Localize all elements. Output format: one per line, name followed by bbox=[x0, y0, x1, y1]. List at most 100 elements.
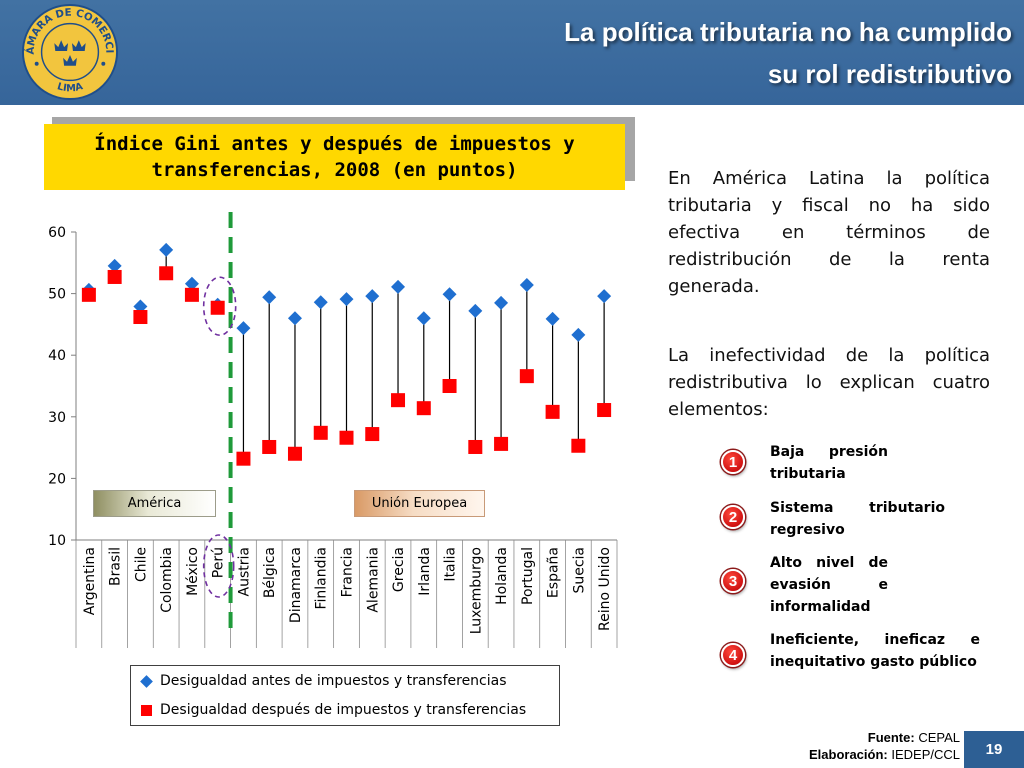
point-despues bbox=[313, 425, 328, 440]
y-tick-label: 20 bbox=[48, 471, 66, 487]
y-tick-label: 10 bbox=[48, 533, 66, 549]
point-despues bbox=[236, 451, 251, 466]
legend-label-antes: Desigualdad antes de impuestos y transfe… bbox=[160, 673, 507, 689]
point-despues bbox=[133, 310, 148, 325]
point-despues bbox=[365, 427, 380, 442]
highlight-points-ellipse bbox=[202, 276, 237, 337]
point-despues bbox=[184, 287, 199, 302]
category-label: Italia bbox=[443, 547, 459, 582]
point-antes bbox=[494, 295, 509, 310]
point-antes bbox=[391, 279, 406, 294]
point-antes bbox=[442, 287, 457, 302]
legend-diamond-marker bbox=[137, 674, 155, 688]
group-label-america: América bbox=[93, 490, 216, 517]
category-label: Bélgica bbox=[262, 547, 278, 598]
point-despues bbox=[287, 446, 302, 461]
point-antes bbox=[597, 289, 612, 304]
point-despues bbox=[597, 403, 612, 418]
element-3-label: Alto nivel de evasión e informalidad bbox=[770, 555, 888, 615]
category-label: Grecia bbox=[391, 547, 407, 592]
category-label: Holanda bbox=[494, 547, 510, 605]
point-despues bbox=[339, 430, 354, 445]
element-1-label: Baja presión tributaria bbox=[770, 444, 888, 482]
legend-item-antes: Desigualdad antes de impuestos y transfe… bbox=[137, 671, 507, 691]
footer-made-by-label: Elaboración: bbox=[808, 747, 888, 762]
y-tick-label: 40 bbox=[48, 348, 66, 364]
point-despues bbox=[159, 266, 174, 281]
square-icon bbox=[140, 704, 152, 716]
point-antes bbox=[184, 276, 199, 291]
point-despues bbox=[391, 393, 406, 408]
category-label: Austria bbox=[236, 547, 252, 596]
slide-title: La política tributaria no ha cumplido su… bbox=[564, 11, 1012, 95]
category-label: Reino Unido bbox=[597, 547, 613, 631]
point-antes bbox=[571, 327, 586, 342]
group-label-eu-text: Unión Europea bbox=[371, 496, 468, 511]
point-despues bbox=[494, 436, 509, 451]
chart-title-box: Índice Gini antes y después de impuestos… bbox=[44, 124, 625, 190]
point-despues bbox=[545, 404, 560, 419]
paragraph-1: En América Latina la política tributaria… bbox=[668, 168, 990, 297]
element-4-label: Ineficiente, ineficaz e inequitativo gas… bbox=[770, 632, 980, 670]
category-label: Suecia bbox=[571, 547, 587, 594]
footer-source: Fuente: CEPAL bbox=[809, 729, 960, 746]
category-label: Dinamarca bbox=[288, 547, 304, 623]
point-antes bbox=[339, 292, 354, 307]
y-tick-label: 50 bbox=[48, 287, 66, 303]
category-label: Chile bbox=[133, 547, 149, 582]
point-antes bbox=[313, 295, 328, 310]
point-despues bbox=[442, 379, 457, 393]
logo-text-bottom: LIMA bbox=[56, 81, 85, 94]
number-badge-3: 3 bbox=[721, 569, 745, 593]
point-antes bbox=[416, 311, 431, 326]
category-label: España bbox=[546, 547, 562, 598]
chart-legend: Desigualdad antes de impuestos y transfe… bbox=[130, 665, 560, 726]
footer-made-by: Elaboración: IEDEP/CCL bbox=[809, 746, 960, 763]
category-label: Finlandia bbox=[314, 547, 330, 610]
slide-title-line-2: su rol redistributivo bbox=[767, 59, 1012, 89]
point-antes bbox=[287, 311, 302, 326]
legend-square-marker bbox=[137, 703, 155, 717]
point-despues bbox=[107, 269, 122, 284]
category-label: Perú bbox=[211, 547, 227, 578]
number-badge-2: 2 bbox=[721, 505, 745, 529]
highlight-label-ellipse bbox=[202, 534, 235, 598]
category-label: Brasil bbox=[108, 547, 124, 586]
category-label: Alemania bbox=[365, 547, 381, 613]
chart-plot-layer: 10 20 30 40 50 60 Argentina Brasil Chile Colombia… bbox=[48, 225, 618, 648]
element-2-label: Sistema tributario regresivo bbox=[770, 500, 945, 538]
point-antes bbox=[468, 303, 483, 318]
three-crowns-icon bbox=[54, 40, 86, 66]
paragraph-2: La inefectividad de la política redistri… bbox=[668, 345, 990, 420]
diamond-icon bbox=[139, 674, 153, 688]
gini-chart: 10 20 30 40 50 60 Argentina Brasil Chile Colombia… bbox=[48, 212, 618, 648]
point-antes bbox=[236, 321, 251, 336]
group-label-union-europea: Unión Europea bbox=[354, 490, 485, 517]
point-despues bbox=[571, 438, 586, 453]
point-antes bbox=[107, 258, 122, 273]
footer-made-by-value: IEDEP/CCL bbox=[891, 747, 960, 762]
chart-title: Índice Gini antes y después de impuestos… bbox=[94, 133, 575, 181]
category-label: México bbox=[185, 547, 201, 596]
legend-item-despues: Desigualdad después de impuestos y trans… bbox=[137, 700, 526, 720]
y-tick-label: 30 bbox=[48, 410, 66, 426]
category-label: Colombia bbox=[159, 547, 175, 613]
slide-title-line-1: La política tributaria no ha cumplido bbox=[564, 17, 1012, 47]
page-number: 19 bbox=[964, 731, 1024, 768]
footer-credits: Fuente: CEPAL Elaboración: IEDEP/CCL bbox=[809, 729, 960, 763]
point-antes bbox=[545, 311, 560, 326]
number-badge-1: 1 bbox=[721, 450, 745, 474]
point-antes bbox=[365, 289, 380, 304]
point-despues bbox=[468, 439, 483, 454]
point-despues bbox=[416, 401, 431, 416]
header-band: CÁMARA DE COMERCIO LIMA La política trib… bbox=[0, 0, 1024, 105]
point-despues bbox=[210, 300, 225, 315]
point-antes bbox=[519, 277, 534, 292]
footer-source-label: Fuente: bbox=[867, 730, 915, 745]
number-badge-4: 4 bbox=[721, 643, 745, 667]
footer-source-value: CEPAL bbox=[918, 730, 960, 745]
point-despues bbox=[262, 439, 277, 454]
legend-label-despues: Desigualdad después de impuestos y trans… bbox=[160, 702, 527, 718]
point-despues bbox=[81, 287, 96, 302]
